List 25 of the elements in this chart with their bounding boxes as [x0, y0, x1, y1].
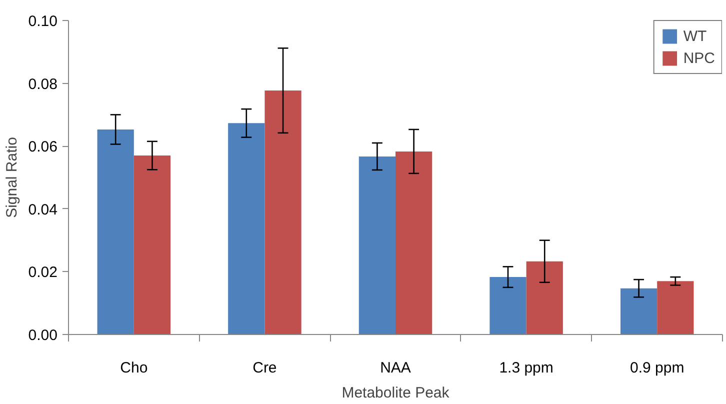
y-tick-label: 0.00 — [28, 327, 58, 344]
x-axis-title: Metabolite Peak — [342, 384, 450, 402]
bar — [97, 129, 134, 334]
bar — [134, 156, 171, 334]
bar — [657, 281, 694, 334]
bar — [526, 261, 563, 334]
legend-label: NPC — [683, 50, 715, 66]
bar — [490, 277, 526, 334]
bar — [620, 288, 658, 334]
bar — [396, 151, 432, 334]
x-tick-label: Cre — [252, 360, 277, 376]
x-tick-label: Cho — [120, 360, 148, 376]
y-tick-label: 0.02 — [28, 264, 58, 282]
legend-label: WT — [683, 28, 707, 44]
y-tick-label: 0.06 — [28, 138, 58, 156]
bar — [228, 123, 265, 334]
bar — [358, 156, 396, 334]
y-axis-title: Signal Ratio — [3, 137, 20, 218]
y-tick-label: 0.04 — [28, 201, 58, 218]
bar — [264, 90, 302, 334]
x-tick-label: NAA — [380, 360, 411, 376]
y-tick-label: 0.08 — [28, 76, 58, 93]
y-tick-label: 0.10 — [28, 13, 58, 30]
x-tick-label: 1.3 ppm — [499, 360, 554, 376]
x-tick-label: 0.9 ppm — [630, 360, 684, 376]
